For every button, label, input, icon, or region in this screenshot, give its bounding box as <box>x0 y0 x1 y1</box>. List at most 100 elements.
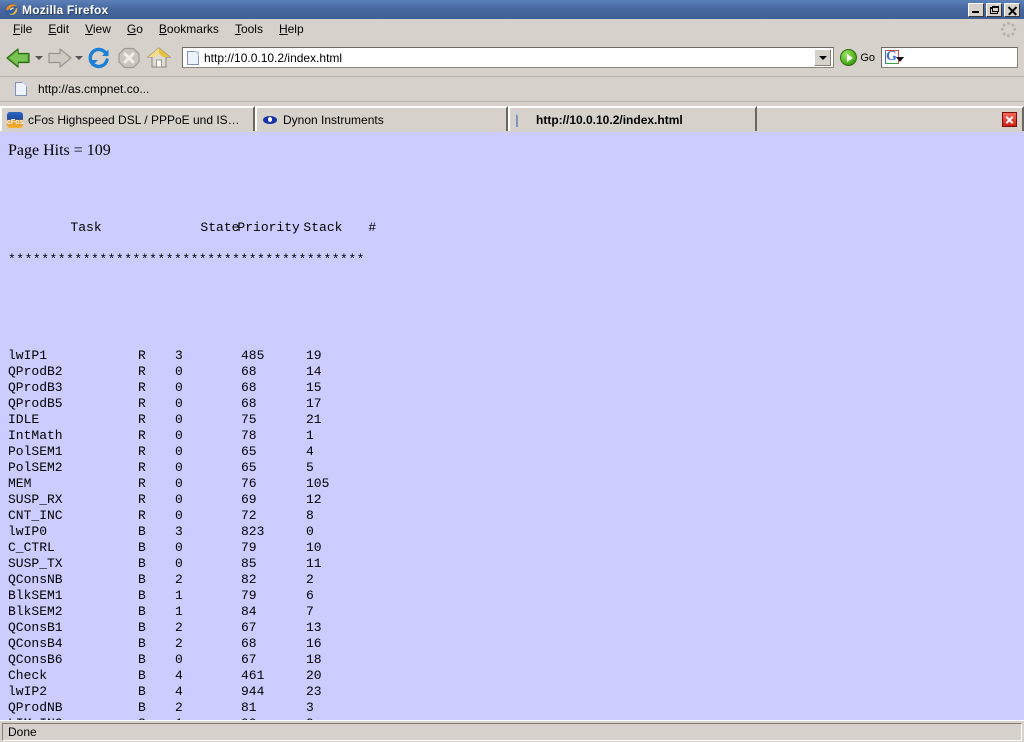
cell-task: SUSP_TX <box>8 556 63 571</box>
cell-task: QProdNB <box>8 700 63 715</box>
cell-task: QConsB1 <box>8 620 63 635</box>
table-row: SUSP_RX R 0 69 12 <box>8 492 1024 508</box>
cell-num: 5 <box>306 460 314 475</box>
address-bar[interactable]: http://10.0.10.2/index.html <box>182 47 835 68</box>
home-button[interactable] <box>144 43 174 73</box>
cell-state: B <box>138 556 146 571</box>
table-separator: ****************************************… <box>8 252 365 267</box>
page-hits-label: Page Hits = 109 <box>8 142 111 159</box>
cell-priority: 2 <box>175 636 183 651</box>
cell-priority: 0 <box>175 540 183 555</box>
restore-button[interactable] <box>986 2 1002 17</box>
cell-num: 20 <box>306 668 322 683</box>
cell-state: B <box>138 668 146 683</box>
bookmarks-toolbar: http://as.cmpnet.co... <box>0 77 1024 102</box>
chevron-down-icon[interactable] <box>814 49 832 66</box>
cell-state: B <box>138 540 146 555</box>
status-pane: Done <box>2 722 1022 741</box>
cell-stack: 90 <box>241 716 306 720</box>
table-row: PolSEM2 R 0 65 5 <box>8 460 1024 476</box>
table-row: BlkSEM1 B 1 79 6 <box>8 588 1024 604</box>
tab-strip-filler <box>757 106 1024 131</box>
cell-priority: 3 <box>175 348 183 363</box>
search-dropdown-icon[interactable] <box>896 57 904 62</box>
cell-priority: 0 <box>175 508 183 523</box>
close-button[interactable] <box>1004 2 1020 17</box>
cell-state: R <box>138 364 146 379</box>
search-input[interactable]: G <box>881 47 1018 68</box>
cell-num: 17 <box>306 396 322 411</box>
header-task: Task <box>70 220 102 235</box>
cell-stack: 79 <box>241 540 257 555</box>
cell-state: B <box>138 684 146 699</box>
firefox-logo-icon <box>4 2 19 17</box>
cell-num: 18 <box>306 652 322 667</box>
tab-index-html[interactable]: http://10.0.10.2/index.html <box>508 106 757 131</box>
cell-task: SUSP_RX <box>8 492 63 507</box>
cell-stack: 68 <box>241 396 257 411</box>
tab-label: http://10.0.10.2/index.html <box>536 112 683 127</box>
menu-bookmarks[interactable]: Bookmarks <box>158 22 219 36</box>
cell-priority: 0 <box>175 412 183 427</box>
cell-state: R <box>138 380 146 395</box>
cell-num: 4 <box>306 444 314 459</box>
cell-task: Check <box>8 668 48 683</box>
table-row: SUSP_TX B 0 85 11 <box>8 556 1024 572</box>
cell-stack: 78 <box>241 428 257 443</box>
table-row: lwIP0 B 3 823 0 <box>8 524 1024 540</box>
table-row: QConsNB B 2 82 2 <box>8 572 1024 588</box>
cell-stack: 68 <box>241 364 257 379</box>
bookmark-item-label: http://as.cmpnet.co... <box>38 82 150 96</box>
cell-stack: 944 <box>241 684 265 699</box>
menu-tools[interactable]: Tools <box>234 22 263 36</box>
cell-num: 1 <box>306 428 314 443</box>
back-dropdown-icon[interactable] <box>34 43 44 73</box>
cell-state: B <box>138 620 146 635</box>
cell-num: 3 <box>306 700 314 715</box>
cell-task: QConsNB <box>8 572 63 587</box>
tab-bar: cFos cFos Highspeed DSL / PPPoE und ISDN… <box>0 102 1024 132</box>
address-bar-value[interactable]: http://10.0.10.2/index.html <box>204 50 343 65</box>
cell-priority: 0 <box>175 364 183 379</box>
table-spacer <box>8 300 1024 316</box>
page-doc-icon <box>187 50 199 65</box>
cell-stack: 68 <box>241 380 257 395</box>
cell-stack: 68 <box>241 636 257 651</box>
close-icon[interactable] <box>1002 112 1017 127</box>
navigation-toolbar: http://10.0.10.2/index.html Go G <box>0 39 1024 77</box>
tab-dynon[interactable]: Dynon Instruments <box>255 106 508 131</box>
bookmark-item[interactable]: http://as.cmpnet.co... <box>6 80 154 98</box>
cell-stack: 67 <box>241 652 257 667</box>
menu-edit[interactable]: Edit <box>48 22 70 36</box>
cell-stack: 485 <box>241 348 265 363</box>
table-row: PolSEM1 R 0 65 4 <box>8 444 1024 460</box>
menu-view[interactable]: View <box>85 22 111 36</box>
cell-task: BlkSEM2 <box>8 604 63 619</box>
cell-num: 6 <box>306 588 314 603</box>
header-state: State <box>200 220 240 235</box>
task-table: Task StatePriority Stack # ****************… <box>8 172 1024 720</box>
cell-state: B <box>138 572 146 587</box>
cell-priority: 1 <box>175 716 241 720</box>
cell-task: MEM <box>8 476 32 491</box>
menu-file[interactable]: File <box>13 22 33 36</box>
cell-state: R <box>138 460 146 475</box>
minimize-button[interactable] <box>968 2 984 17</box>
cell-state: R <box>138 476 146 491</box>
cell-stack: 823 <box>241 524 265 539</box>
table-row: QConsB1 B 2 67 13 <box>8 620 1024 636</box>
page-doc-icon <box>15 82 27 96</box>
cell-num: 7 <box>306 604 314 619</box>
reload-button[interactable] <box>84 43 114 73</box>
header-num: # <box>368 220 377 235</box>
cell-stack: 85 <box>241 556 257 571</box>
cell-priority: 0 <box>175 460 183 475</box>
cell-num: 8 <box>306 508 314 523</box>
menu-help[interactable]: Help <box>278 22 304 36</box>
cell-state: R <box>138 492 146 507</box>
tab-cfos[interactable]: cFos cFos Highspeed DSL / PPPoE und ISDN… <box>0 106 255 131</box>
menu-go[interactable]: Go <box>126 22 143 36</box>
go-button[interactable]: Go <box>840 49 879 66</box>
dynon-favicon <box>262 112 278 128</box>
back-button[interactable] <box>4 43 34 73</box>
